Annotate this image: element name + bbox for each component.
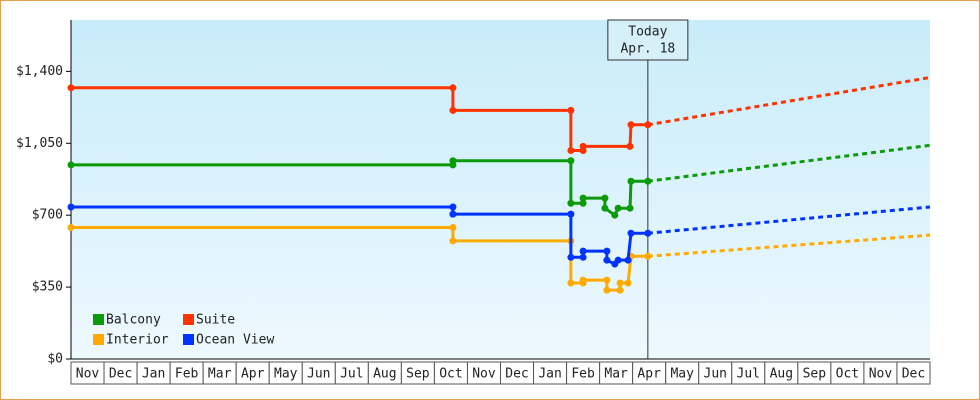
point [614,204,622,212]
point [644,229,652,237]
point [449,203,457,211]
point [579,253,587,261]
x-tick-label: May [274,367,298,382]
month-box [896,361,931,385]
plot-area [71,20,930,359]
point [67,84,75,92]
x-tick-label: Oct [439,367,462,382]
x-tick-label: Oct [836,367,859,382]
x-tick-label: Nov [76,367,100,382]
point [603,276,611,284]
today-label: Apr. 18 [620,42,675,57]
point [644,177,652,185]
x-tick-label: Apr [241,367,265,382]
forecast-line [647,233,931,258]
point [67,203,75,211]
x-tick-label: Sep [406,367,430,382]
point [624,256,632,264]
x-tick-label: Apr [637,367,661,382]
x-tick-label: Mar [604,367,628,382]
point [449,210,457,218]
point [67,224,75,232]
point [616,279,624,287]
point [567,279,575,287]
x-tick-label: Aug [770,367,793,382]
x-tick-label: Nov [472,367,496,382]
point [603,256,611,264]
x-tick-label: Jul [737,367,760,382]
point [579,199,587,207]
legend-swatch [183,314,194,325]
forecast-line [647,143,931,183]
point [567,157,575,165]
x-tick-label: Nov [869,367,893,382]
point [579,276,587,284]
x-tick-label: Jul [340,367,363,382]
forecast-line [647,76,931,127]
x-tick-label: Aug [373,367,396,382]
point [567,253,575,261]
point [449,106,457,114]
point [626,204,634,212]
y-tick-label: $1,400 [16,64,63,79]
point [449,224,457,232]
y-tick-label: $350 [32,280,63,295]
point [567,210,575,218]
point [624,279,632,287]
y-tick-label: $0 [47,352,63,367]
x-tick-label: Feb [175,367,199,382]
point [603,247,611,255]
point [627,229,635,237]
point [567,199,575,207]
x-tick-label: Jan [538,367,561,382]
x-tick-label: May [670,367,694,382]
point [449,157,457,165]
point [449,84,457,92]
point [603,286,611,294]
legend-label: Balcony [106,313,161,328]
point [449,237,457,245]
x-tick-label: Dec [505,367,528,382]
x-tick-label: Sep [803,367,827,382]
x-tick-label: Jun [704,367,727,382]
x-tick-label: Jan [142,367,165,382]
legend-swatch [93,334,104,345]
point [627,177,635,185]
point [579,194,587,202]
point [567,106,575,114]
y-tick-label: $1,050 [16,136,63,151]
point [626,142,634,150]
x-tick-label: Dec [109,367,132,382]
point [644,252,652,260]
point [579,247,587,255]
legend-swatch [183,334,194,345]
x-tick-label: Mar [208,367,232,382]
point [644,121,652,129]
x-tick-label: Jun [307,367,330,382]
point [579,142,587,150]
legend-label: Suite [196,313,235,328]
legend-swatch [93,314,104,325]
point [627,121,635,129]
x-tick-label: Dec [902,367,925,382]
x-tick-label: Feb [571,367,595,382]
series-line [71,86,648,152]
y-tick-label: $700 [32,208,63,223]
point [567,146,575,154]
legend-label: Interior [106,333,169,348]
point [611,211,619,219]
point [616,286,624,294]
point [601,204,609,212]
point [614,256,622,264]
legend-label: Ocean View [196,333,274,348]
forecast-line [647,205,931,235]
point [601,194,609,202]
point [67,161,75,169]
today-label: Today [628,25,667,40]
today-box [607,19,689,61]
